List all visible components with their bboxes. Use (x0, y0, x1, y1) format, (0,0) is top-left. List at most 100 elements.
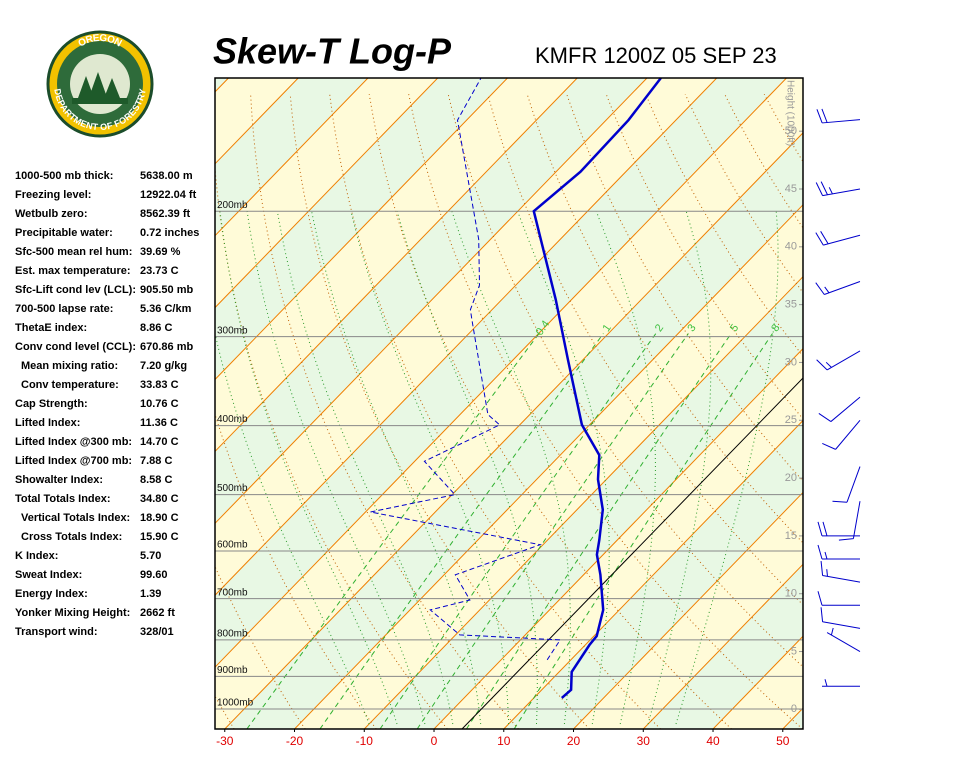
pressure-tick-label: 800mb (217, 629, 248, 640)
wind-barb (817, 351, 860, 370)
stat-label: Total Totals Index: (15, 493, 111, 505)
stat-value: 34.80 C (140, 493, 179, 505)
stat-label: Cap Strength: (15, 398, 88, 410)
stat-label: Vertical Totals Index: (21, 512, 130, 524)
stat-value: 670.86 mb (140, 341, 193, 353)
height-tick-label: 25 (785, 414, 797, 426)
height-tick-label: 15 (785, 530, 797, 542)
pressure-tick-label: 600mb (217, 540, 248, 551)
stat-label: Transport wind: (15, 626, 98, 638)
dry-adiabat (922, 94, 960, 729)
temperature-band (853, 78, 960, 729)
isotherm (783, 78, 960, 729)
height-tick-label: 20 (785, 472, 797, 484)
wind-barb (821, 561, 860, 582)
stat-label: Precipitable water: (15, 227, 113, 239)
pressure-tick-label: 900mb (217, 665, 248, 676)
stat-value: 10.76 C (140, 398, 179, 410)
stat-value: 23.73 C (140, 265, 179, 277)
stat-label: 1000-500 mb thick: (15, 170, 113, 182)
stat-value: 15.90 C (140, 531, 179, 543)
stat-value: 7.20 g/kg (140, 360, 187, 372)
x-tick-label: 40 (706, 734, 720, 748)
pressure-tick-label: 300mb (217, 325, 248, 336)
pressure-tick-label: 700mb (217, 587, 248, 598)
stat-label: Lifted Index @300 mb: (15, 436, 132, 448)
stat-value: 99.60 (140, 569, 168, 581)
x-tick-label: 30 (637, 734, 651, 748)
wind-barb (816, 282, 860, 295)
height-tick-label: 0 (791, 703, 797, 715)
stat-value: 328/01 (140, 626, 174, 638)
stat-label: Est. max temperature: (15, 265, 131, 277)
stat-label: Energy Index: (15, 588, 88, 600)
stat-label: Freezing level: (15, 189, 91, 201)
height-tick-label: 40 (785, 241, 797, 253)
x-tick-label: 10 (497, 734, 511, 748)
dry-adiabat (804, 94, 960, 729)
wind-barb (818, 545, 860, 559)
stat-value: 0.72 inches (140, 227, 199, 239)
wind-barb (818, 591, 860, 605)
pressure-tick-label: 500mb (217, 483, 248, 494)
wind-barb (822, 679, 860, 686)
stat-value: 2662 ft (140, 607, 175, 619)
stat-value: 7.88 C (140, 455, 172, 467)
height-tick-label: 45 (785, 183, 797, 195)
stats-table: 1000-500 mb thick: 5638.00 m Freezing leve… (15, 170, 199, 638)
pressure-tick-label: 400mb (217, 414, 248, 425)
stat-label: Sweat Index: (15, 569, 82, 581)
wind-barb (832, 467, 860, 503)
wind-barb (817, 109, 860, 123)
x-tick-label: 0 (431, 734, 438, 748)
stat-label: Sfc-500 mean rel hum: (15, 246, 132, 258)
stat-value: 8.86 C (140, 322, 172, 334)
wind-barb (816, 231, 860, 245)
logo: OREGON DEPARTMENT OF FORESTRY (48, 32, 152, 136)
height-tick-label: 10 (785, 588, 797, 600)
wind-barb (816, 182, 860, 196)
wind-barb (827, 628, 860, 652)
x-tick-label: -30 (216, 734, 234, 748)
x-tick-label: -10 (356, 734, 374, 748)
stat-value: 12922.04 ft (140, 189, 197, 201)
x-tick-label: -20 (286, 734, 304, 748)
isotherm (853, 78, 960, 729)
stat-label: Showalter Index: (15, 474, 103, 486)
stat-label: Conv cond level (CCL): (15, 341, 136, 353)
wind-barb (819, 397, 860, 421)
wind-barb (821, 607, 860, 628)
stat-label: Cross Totals Index: (21, 531, 122, 543)
isotherm (922, 78, 960, 729)
x-tick-label: 20 (567, 734, 581, 748)
stat-value: 5638.00 m (140, 170, 193, 182)
height-tick-label: 35 (785, 299, 797, 311)
stat-value: 905.50 mb (140, 284, 193, 296)
stat-label: 700-500 lapse rate: (15, 303, 113, 315)
stat-label: Wetbulb zero: (15, 208, 88, 220)
stat-label: Yonker Mixing Height: (15, 607, 130, 619)
stat-value: 5.70 (140, 550, 161, 562)
stat-label: K Index: (15, 550, 58, 562)
stat-value: 5.36 C/km (140, 303, 192, 315)
pressure-tick-label: 1000mb (217, 698, 254, 709)
stat-value: 14.70 C (140, 436, 179, 448)
wind-barb (839, 501, 860, 540)
stat-value: 8562.39 ft (140, 208, 190, 220)
stat-label: ThetaE index: (15, 322, 87, 334)
x-tick-label: 50 (776, 734, 790, 748)
stat-value: 11.36 C (140, 417, 178, 429)
stat-label: Lifted Index: (15, 417, 80, 429)
wind-barb (818, 522, 860, 536)
height-tick-label: 5 (791, 645, 797, 657)
stat-value: 39.69 % (140, 246, 181, 258)
height-axis-label: Height (1000ft) (784, 80, 795, 146)
dry-adiabat (883, 94, 960, 729)
stat-label: Lifted Index @700 mb: (15, 455, 132, 467)
chart-title: Skew-T Log-P (213, 31, 452, 72)
dry-adiabat (843, 94, 960, 729)
pressure-tick-label: 200mb (217, 200, 248, 211)
stat-label: Sfc-Lift cond lev (LCL): (15, 284, 136, 296)
